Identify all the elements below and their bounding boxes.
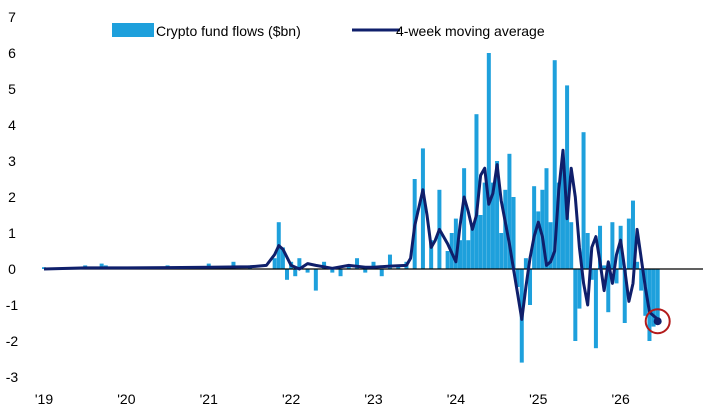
flows-bar — [478, 215, 483, 269]
x-tick-label: '22 — [282, 391, 300, 407]
x-tick-label: '23 — [364, 391, 382, 407]
y-tick-label: -3 — [6, 369, 19, 385]
flows-bar — [610, 222, 615, 269]
x-tick-label: '26 — [612, 391, 630, 407]
flows-bar — [297, 258, 302, 269]
legend-label-flows: Crypto fund flows ($bn) — [156, 23, 301, 39]
flows-bar — [231, 261, 236, 269]
flows-bar — [573, 269, 578, 341]
flows-bar — [569, 222, 574, 269]
flows-bar — [523, 258, 528, 269]
x-tick-label: '25 — [529, 391, 547, 407]
flows-bar — [355, 258, 360, 269]
flows-bar — [330, 269, 335, 273]
flows-bar — [495, 161, 500, 269]
flows-bar — [548, 222, 553, 269]
flows-bar — [528, 269, 533, 305]
x-tick-label: '24 — [447, 391, 465, 407]
y-tick-label: 5 — [8, 81, 16, 97]
flows-bar — [470, 225, 475, 269]
flows-bar — [486, 53, 491, 269]
y-tick-label: -1 — [6, 297, 19, 313]
flows-bar — [313, 269, 318, 291]
flows-bar — [285, 269, 290, 280]
flows-bar — [466, 240, 471, 269]
moving-average-line — [43, 148, 659, 321]
flows-bar — [474, 114, 479, 269]
flows-bar — [429, 240, 434, 269]
y-tick-label: 3 — [8, 153, 16, 169]
latest-value-highlight — [644, 308, 671, 335]
flows-bar — [577, 269, 582, 309]
flows-bar — [639, 269, 644, 291]
flows-bar — [338, 269, 343, 277]
y-tick-label: 2 — [8, 189, 16, 205]
flows-bar — [462, 168, 467, 269]
flows-bar — [565, 85, 570, 270]
flows-bar — [635, 261, 640, 269]
highlight-ring — [644, 308, 671, 335]
y-tick-label: -2 — [6, 333, 19, 349]
flows-bar — [371, 261, 376, 269]
flows-bar — [99, 263, 104, 269]
x-tick-label: '20 — [117, 391, 135, 407]
flows-bar — [560, 164, 565, 269]
flows-bar — [457, 240, 462, 269]
flows-bar — [544, 168, 549, 269]
flows-bar — [363, 269, 368, 273]
legend-label-ma: 4-week moving average — [396, 23, 545, 39]
flows-bar — [453, 218, 458, 269]
flows-bar — [589, 269, 594, 280]
chart-legend: Crypto fund flows ($bn) 4-week moving av… — [112, 23, 545, 39]
flows-bar — [346, 265, 351, 269]
flows-bar — [556, 182, 561, 269]
y-axis-tick-labels: -3 -2 -1 0 1 2 3 4 5 6 7 — [6, 9, 19, 385]
flows-bar — [602, 265, 607, 269]
flows-bar — [536, 211, 541, 269]
flows-bar — [482, 182, 487, 269]
flows-bar — [490, 182, 495, 269]
flows-bar — [630, 200, 635, 269]
y-tick-label: 4 — [8, 117, 16, 133]
flows-bar — [293, 269, 298, 277]
x-tick-label: '21 — [200, 391, 218, 407]
flows-bar — [305, 269, 310, 273]
x-axis-tick-labels: '19 '20 '21 '22 '23 '24 '25 '26 — [35, 391, 630, 407]
flows-bar — [581, 132, 586, 269]
y-tick-label: 7 — [8, 9, 16, 25]
flows-bar — [651, 269, 656, 327]
y-tick-label: 0 — [8, 261, 16, 277]
flows-bar — [540, 189, 545, 269]
y-tick-label: 6 — [8, 45, 16, 61]
flows-bar — [585, 233, 590, 269]
flows-bar — [272, 258, 277, 269]
flows-bar — [387, 254, 392, 269]
flows-bars — [42, 53, 660, 363]
y-tick-label: 1 — [8, 225, 16, 241]
flows-bar — [507, 153, 512, 269]
flows-bar — [655, 269, 660, 320]
flows-bar — [622, 269, 627, 323]
flows-bar — [379, 269, 384, 277]
flows-bar — [515, 269, 520, 287]
flows-bar — [606, 269, 611, 313]
flows-bar — [626, 218, 631, 269]
x-tick-label: '19 — [35, 391, 53, 407]
flows-bar — [511, 197, 516, 269]
flows-bar — [532, 186, 537, 269]
legend-swatch-flows — [112, 23, 154, 37]
flows-bar — [598, 225, 603, 269]
flows-bar — [614, 269, 619, 284]
flows-bar — [552, 60, 557, 270]
flows-bar — [420, 148, 425, 269]
flows-bar — [445, 251, 450, 269]
flows-bar — [593, 269, 598, 349]
flows-bar — [280, 247, 285, 269]
latest-value-point — [653, 317, 662, 326]
flows-bar — [499, 233, 504, 269]
